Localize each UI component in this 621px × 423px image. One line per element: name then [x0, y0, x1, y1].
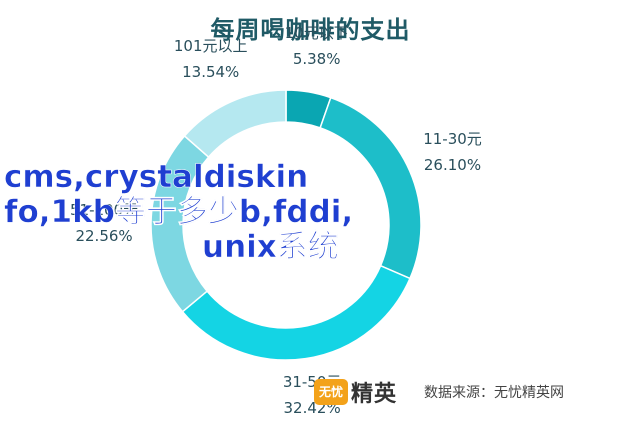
slice-label-4: 51-100元 22.56% — [70, 197, 138, 249]
slice-label-2: 11-30元 26.10% — [423, 126, 482, 178]
slice-category-label: 11-30元 — [423, 129, 482, 148]
slice-value-label: 26.10% — [423, 155, 482, 174]
slice-category-label: 101元以上 — [173, 37, 248, 56]
overlay-line-2: fo,1kb等于多少b,fddi, — [4, 194, 354, 230]
logo-text: 精英 — [351, 382, 398, 407]
slice-category-label: 51-100元 — [70, 200, 139, 219]
overlay-line-3: unix系统 — [202, 229, 339, 265]
slice-value-label: 13.54% — [182, 63, 240, 82]
slice-label-5: 101元以上 13.54% — [174, 33, 248, 85]
slice-label-1: 10元以下 5.38% — [285, 20, 349, 72]
overlay-line-1: cms,crystaldiskin — [4, 159, 309, 195]
slice-value-label: 5.38% — [292, 49, 341, 68]
donut-slice-5 — [183, 89, 287, 159]
brand-logo: 无忧 精英 — [314, 376, 397, 408]
data-source: 数据来源：无忧精英网 — [424, 385, 564, 401]
donut-slice-3 — [181, 264, 411, 361]
chart-title: 每周喝咖啡的支出 — [210, 16, 411, 44]
slice-value-label: 22.56% — [75, 226, 133, 245]
overlay-text: cms,crystaldiskin fo,1kb等于多少b,fddi, unix… — [4, 159, 384, 265]
slice-category-label: 10元以下 — [284, 23, 349, 42]
logo-badge: 无忧 — [314, 379, 348, 405]
